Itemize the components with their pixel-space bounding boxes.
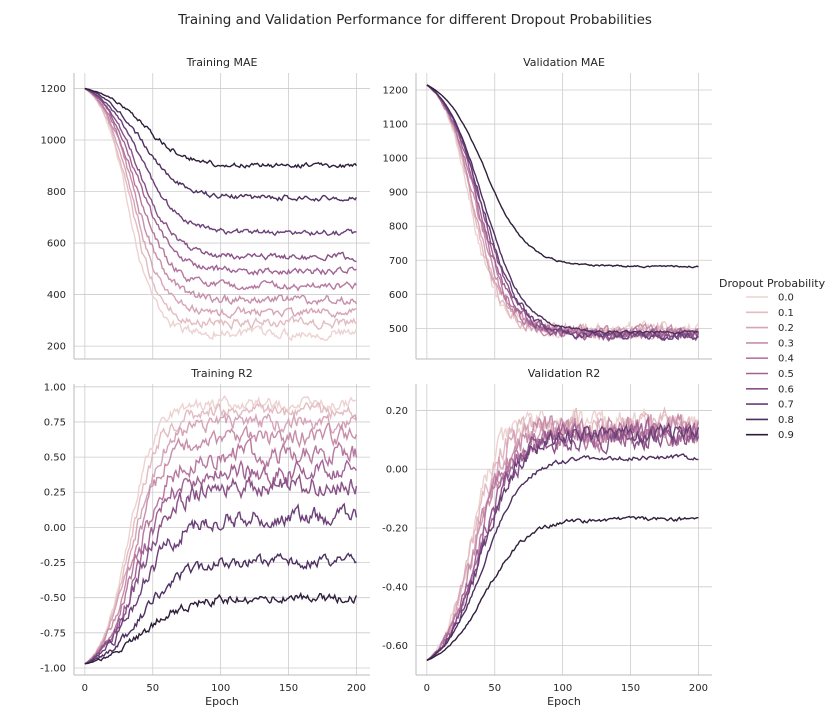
legend-label: 0.6	[778, 384, 794, 395]
series-line-0-1	[84, 401, 358, 665]
legend-label: 0.0	[778, 293, 794, 304]
y-tick-label: 0.25	[44, 488, 66, 499]
y-tick-label: -0.50	[40, 593, 66, 604]
series-line-0-6	[84, 473, 358, 665]
x-tick-label: 50	[146, 683, 159, 694]
x-tick-label: 100	[553, 683, 572, 694]
legend-label: 0.4	[778, 354, 794, 365]
y-tick-label: 800	[389, 222, 408, 233]
panel-title: Validation MAE	[523, 56, 605, 69]
x-axis-label: Epoch	[205, 695, 239, 708]
x-tick-label: 200	[689, 683, 708, 694]
series-line-0-3	[84, 422, 358, 665]
legend-label: 0.8	[778, 415, 794, 426]
panel-title: Training R2	[190, 367, 253, 380]
y-tick-label: 1.00	[44, 382, 66, 393]
series-line-0-0	[84, 395, 357, 665]
legend-label: 0.9	[778, 430, 794, 441]
y-tick-label: 1200	[41, 84, 66, 95]
panel-training-mae: 200 400 600 800 1000 1200 Training MAE	[41, 56, 370, 360]
panel-validation-r2: -0.60 -0.40 -0.20 0.00 0.20 0 50 100 150 200 Valid…	[382, 367, 712, 708]
panel-training-r2: -1.00 -0.75 -0.50 -0.25 0.00 0.25 0.50 0.75 1.00…	[40, 367, 370, 708]
series-line-0-2	[84, 411, 358, 665]
y-tick-label: -0.40	[382, 582, 408, 593]
y-tick-label: 400	[47, 290, 66, 301]
y-tick-label: -0.20	[382, 524, 408, 535]
x-tick-label: 0	[82, 683, 88, 694]
x-tick-label: 0	[424, 683, 430, 694]
legend-label: 0.1	[778, 308, 794, 319]
series-line-0-9	[426, 84, 699, 269]
y-tick-label: -0.25	[40, 558, 66, 569]
y-tick-label: 0.50	[44, 453, 66, 464]
series-line-0-7	[426, 422, 700, 661]
y-tick-label: 500	[389, 324, 408, 335]
series-line-0-7	[84, 87, 357, 237]
y-tick-label: 800	[47, 187, 66, 198]
series-line-0-5	[84, 87, 357, 276]
series-line-0-2	[84, 87, 357, 319]
y-tick-label: 1000	[41, 135, 66, 146]
series-line-0-9	[84, 591, 358, 665]
y-tick-label: -0.75	[40, 628, 66, 639]
y-tick-label: 1000	[383, 154, 408, 165]
series-line-0-8	[426, 84, 699, 335]
series-line-0-8	[426, 453, 699, 661]
series-line-0-9	[84, 87, 357, 169]
legend-label: 0.3	[778, 338, 794, 349]
legend-label: 0.5	[778, 369, 794, 380]
legend-label: 0.7	[778, 400, 794, 411]
y-tick-label: 0.20	[386, 406, 408, 417]
legend-title: Dropout Probability	[719, 277, 826, 290]
y-tick-label: 0.00	[44, 523, 66, 534]
y-tick-label: 1100	[383, 120, 408, 131]
series-line-0-9	[426, 515, 699, 661]
series-line-0-4	[84, 87, 357, 292]
series-line-0-7	[84, 502, 358, 665]
y-tick-label: 900	[389, 188, 408, 199]
series-line-0-6	[84, 87, 357, 263]
series-line-0-8	[84, 87, 358, 202]
y-tick-label: -0.60	[382, 641, 408, 652]
y-tick-label: 0.75	[44, 417, 66, 428]
x-tick-label: 200	[347, 683, 366, 694]
y-tick-label: 200	[47, 342, 66, 353]
panel-title: Validation R2	[528, 367, 600, 380]
series-line-0-4	[84, 437, 358, 665]
x-tick-label: 50	[488, 683, 501, 694]
y-tick-label: 700	[389, 256, 408, 267]
legend: Dropout Probability 0.0 0.1 0.2 0.3 0.4 0.5 0.…	[719, 277, 826, 441]
legend-label: 0.2	[778, 323, 794, 334]
series-line-0-0	[84, 87, 358, 342]
series-line-0-1	[84, 87, 357, 331]
x-tick-label: 100	[211, 683, 230, 694]
figure-title: Training and Validation Performance for …	[177, 12, 652, 28]
series-line-0-8	[84, 552, 357, 665]
series-line-0-5	[426, 415, 700, 661]
y-tick-label: 1200	[383, 86, 408, 97]
x-tick-label: 150	[279, 683, 298, 694]
panel-title: Training MAE	[186, 56, 258, 69]
x-tick-label: 150	[621, 683, 640, 694]
series-line-0-7	[426, 84, 699, 342]
y-tick-label: 600	[47, 239, 66, 250]
y-tick-label: 0.00	[386, 465, 408, 476]
y-tick-label: 600	[389, 290, 408, 301]
y-tick-label: -1.00	[40, 663, 66, 674]
panel-validation-mae: 500 600 700 800 900 1000 1100 1200 Validation MA…	[383, 56, 712, 360]
x-axis-label: Epoch	[547, 695, 581, 708]
series-line-0-3	[84, 87, 358, 306]
